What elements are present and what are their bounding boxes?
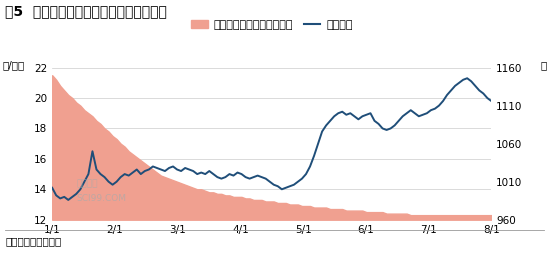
Legend: 头均理论饲料成本（右轴）, 生猪价格: 头均理论饲料成本（右轴）, 生猪价格 [187, 15, 357, 34]
Text: 图5  生猪价格及头均理论饲料成本走势图: 图5 生猪价格及头均理论饲料成本走势图 [5, 4, 167, 18]
Text: 数据来源：卓创资讯: 数据来源：卓创资讯 [5, 237, 61, 246]
Text: 元/公斤: 元/公斤 [3, 60, 25, 70]
Text: 卓创资讯: 卓创资讯 [76, 179, 98, 188]
Text: SCI99.COM: SCI99.COM [76, 194, 126, 203]
Text: 元: 元 [540, 60, 546, 70]
